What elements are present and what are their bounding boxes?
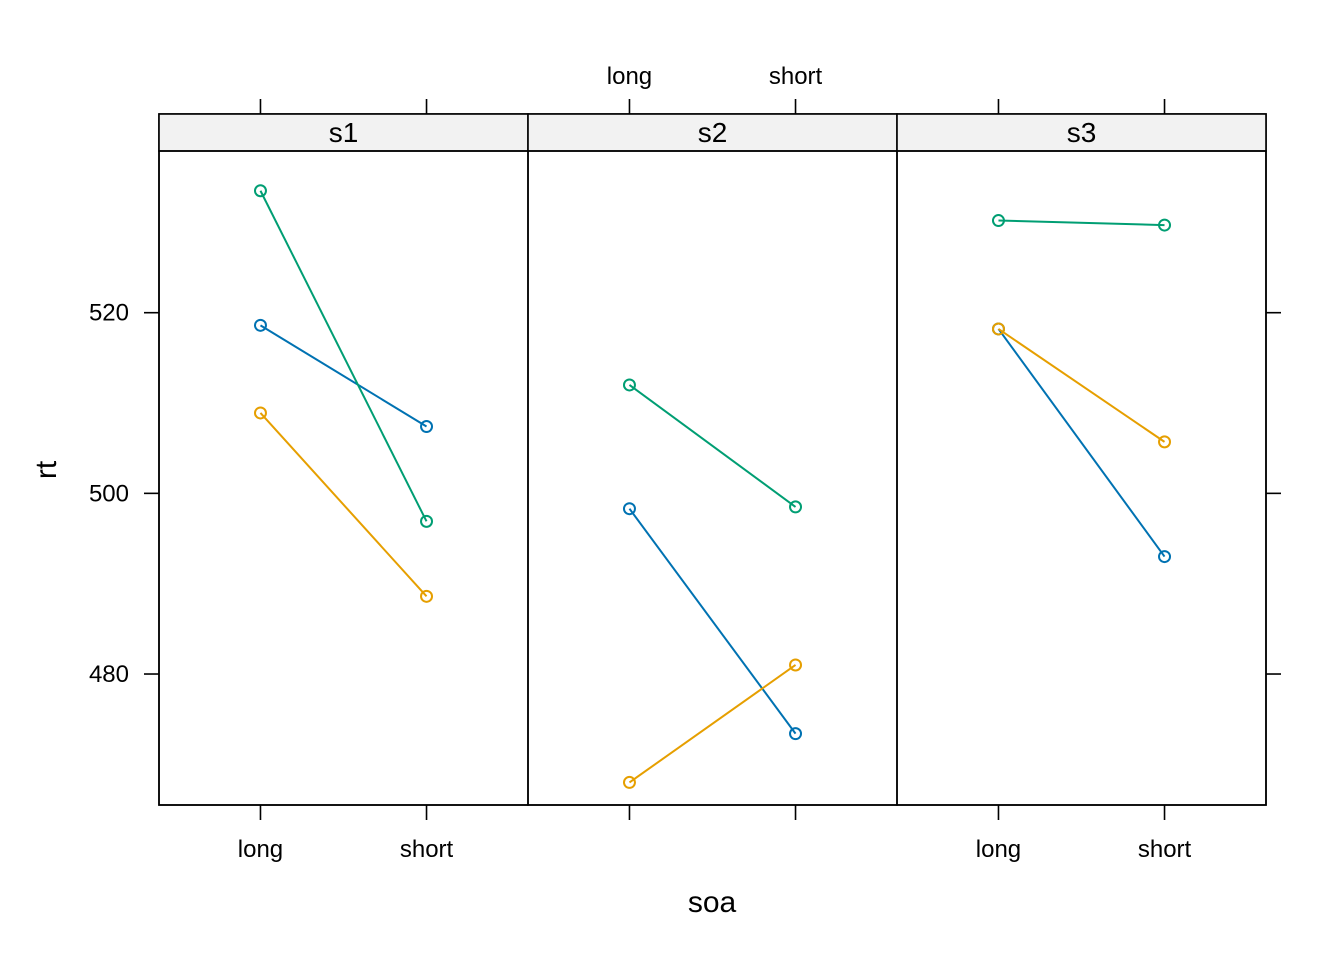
data-point <box>420 420 434 434</box>
strip-background <box>896 113 1267 152</box>
panel-s1: s1 long short <box>158 99 529 863</box>
x-axis-title: soa <box>688 886 737 919</box>
strip-background <box>527 113 898 152</box>
panel-s2: s2 long short <box>527 63 898 820</box>
series-line <box>997 328 1166 558</box>
x-tick-label: short <box>1138 836 1192 863</box>
strip-label: s2 <box>698 117 728 148</box>
y-axis-title: rt <box>30 460 63 479</box>
axes-layer: 480 500 520 <box>89 113 1281 806</box>
data-point <box>622 378 636 392</box>
x-tick-label: long <box>238 836 283 863</box>
panel-s3: s3 long short <box>896 99 1267 863</box>
data-point <box>1158 550 1172 564</box>
data-point <box>420 589 434 603</box>
data-point <box>789 727 803 741</box>
x-tick-label: short <box>769 63 823 90</box>
panels-layer: s1 long short s2 long short s3 long short <box>158 63 1267 863</box>
series-line <box>259 190 428 522</box>
series-line <box>628 508 797 735</box>
series-line <box>259 324 428 428</box>
data-point <box>253 406 267 420</box>
x-tick-label: long <box>607 63 652 90</box>
y-tick-label: 500 <box>89 480 129 507</box>
data-point <box>789 500 803 514</box>
y-tick-label: 480 <box>89 661 129 688</box>
series-line <box>259 412 428 598</box>
x-tick-label: short <box>400 836 454 863</box>
data-point <box>622 502 636 516</box>
panel-border <box>896 150 1267 806</box>
data-point <box>420 514 434 528</box>
strip-label: s3 <box>1067 117 1097 148</box>
data-point <box>253 318 267 332</box>
data-point <box>1158 435 1172 449</box>
strip-label: s1 <box>329 117 359 148</box>
data-point <box>991 214 1005 228</box>
y-tick-label: 520 <box>89 300 129 327</box>
data-point <box>253 184 267 198</box>
series-line <box>997 328 1166 443</box>
panel-border <box>527 150 898 806</box>
series-line <box>628 664 797 784</box>
data-point <box>991 322 1005 336</box>
data-point <box>789 658 803 672</box>
data-point <box>1158 218 1172 232</box>
series-line <box>628 384 797 508</box>
panel-border <box>158 150 529 806</box>
series-line <box>998 219 1165 227</box>
data-point <box>622 775 636 789</box>
x-tick-label: long <box>976 836 1021 863</box>
plot-frame <box>158 113 1267 806</box>
